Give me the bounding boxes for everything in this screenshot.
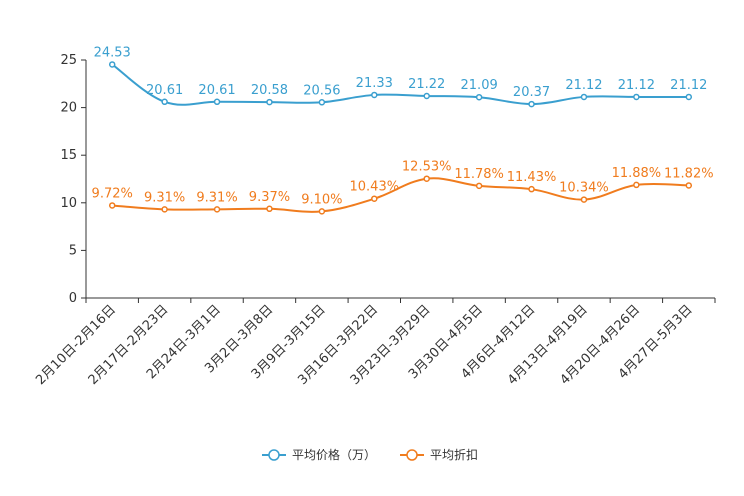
legend-marker <box>406 449 418 461</box>
data-point[interactable] <box>318 208 326 215</box>
data-label: 11.82% <box>664 166 714 181</box>
data-label: 10.34% <box>559 181 609 196</box>
data-label: 20.58 <box>251 83 288 98</box>
legend-marker <box>268 449 280 461</box>
y-tick-label: 5 <box>69 243 77 258</box>
data-point[interactable] <box>108 61 116 68</box>
data-point[interactable] <box>213 206 221 213</box>
data-label: 20.61 <box>198 83 235 98</box>
y-tick-label: 25 <box>60 53 77 68</box>
y-tick-label: 15 <box>60 148 77 163</box>
data-point[interactable] <box>475 93 483 101</box>
data-point[interactable] <box>371 91 378 99</box>
data-point[interactable] <box>371 195 378 202</box>
data-label: 9.10% <box>301 192 342 207</box>
data-label: 20.61 <box>146 83 183 98</box>
data-label: 24.53 <box>94 45 131 60</box>
data-label: 21.12 <box>565 78 602 93</box>
data-label: 9.31% <box>144 190 185 205</box>
data-point[interactable] <box>633 181 640 189</box>
y-tick-label: 10 <box>60 196 77 211</box>
data-point[interactable] <box>580 93 588 101</box>
data-label: 21.22 <box>408 77 445 92</box>
data-label: 9.72% <box>92 186 133 201</box>
data-point[interactable] <box>528 185 535 193</box>
series-line-0 <box>111 63 689 106</box>
data-label: 11.43% <box>507 170 557 185</box>
data-point[interactable] <box>266 98 273 106</box>
y-tick-label: 0 <box>69 291 77 306</box>
data-label: 20.37 <box>513 85 550 100</box>
data-point[interactable] <box>475 182 483 190</box>
data-point[interactable] <box>161 98 168 106</box>
series-layer <box>108 61 693 215</box>
data-label: 9.31% <box>196 190 237 205</box>
data-label: 9.37% <box>249 190 290 205</box>
data-point[interactable] <box>318 99 326 106</box>
legend-item-1[interactable]: 平均折扣 <box>400 447 478 462</box>
data-point[interactable] <box>423 92 430 100</box>
data-label: 11.88% <box>612 166 662 181</box>
data-label: 20.56 <box>303 83 340 98</box>
legend-label: 平均价格（万） <box>292 447 376 462</box>
data-point[interactable] <box>528 100 535 108</box>
legend-item-0[interactable]: 平均价格（万） <box>262 447 376 462</box>
y-tick-label: 20 <box>60 101 77 116</box>
legend[interactable]: 平均价格（万） 平均折扣 <box>262 447 478 462</box>
series-line-1 <box>112 177 689 213</box>
data-point[interactable] <box>266 205 273 213</box>
data-label: 10.43% <box>350 180 400 195</box>
data-label: 21.33 <box>356 76 393 91</box>
data-point[interactable] <box>161 206 168 213</box>
data-point[interactable] <box>685 182 693 189</box>
data-labels: 24.53 20.61 20.61 20.58 20.56 21.33 21.22 21.09… <box>92 45 714 207</box>
data-label: 21.09 <box>461 78 498 93</box>
axes: 05101520252月10日-2月16日2月17日-2月23日2月24日-3月… <box>33 53 716 388</box>
data-point[interactable] <box>213 98 221 106</box>
legend-label: 平均折扣 <box>430 447 478 462</box>
data-point[interactable] <box>633 93 640 101</box>
data-point[interactable] <box>108 202 116 209</box>
data-label: 21.12 <box>618 78 655 93</box>
data-label: 21.12 <box>670 78 707 93</box>
data-point[interactable] <box>423 175 430 182</box>
data-point[interactable] <box>580 196 588 203</box>
data-label: 11.78% <box>454 167 504 182</box>
data-point[interactable] <box>685 93 693 101</box>
data-label: 12.53% <box>402 160 452 175</box>
